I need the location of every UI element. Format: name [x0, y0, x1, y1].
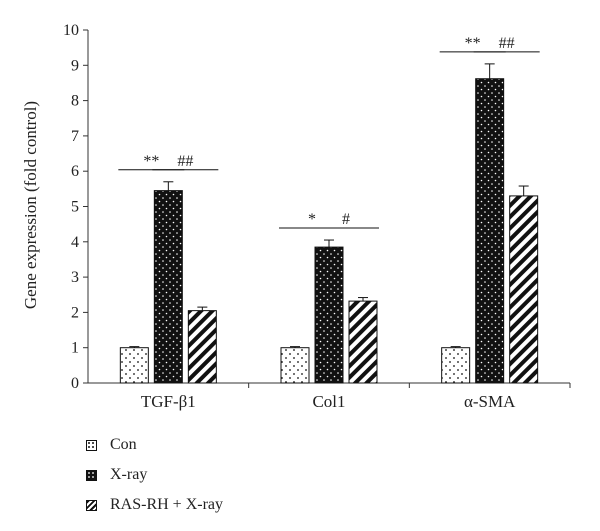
- legend-swatch-ras-rh-x-ray: [86, 499, 97, 511]
- bar-ras-rh-x-ray-col1: [348, 300, 378, 384]
- x-tick-label-sma: α-SMA: [464, 392, 516, 411]
- significance-marker: ##: [177, 153, 193, 170]
- y-tick-label: 0: [71, 375, 79, 392]
- legend-label-x-ray: X-ray: [110, 466, 148, 483]
- bar-con-col1: [280, 347, 310, 384]
- y-tick-label: 9: [71, 57, 79, 74]
- legend-item-x-ray: X-ray: [86, 460, 223, 490]
- legend-swatch-x-ray: [86, 469, 97, 481]
- x-tick-label-tgf-1: TGF-β1: [141, 392, 196, 411]
- y-tick-label: 6: [71, 163, 79, 180]
- y-tick-label: 1: [71, 340, 79, 357]
- bar-con-tgf-1: [119, 347, 149, 384]
- y-tick-label: 5: [71, 199, 79, 216]
- legend: Con X-ray RAS-RH + X-ray: [86, 430, 223, 520]
- bar-ras-rh-x-ray-tgf-1: [187, 310, 217, 384]
- significance-marker: **: [143, 153, 159, 170]
- legend-label-ras-rh-x-ray: RAS-RH + X-ray: [110, 496, 224, 513]
- bar-x-ray-sma: [475, 78, 505, 384]
- y-tick-label: 8: [71, 93, 79, 110]
- x-tick-label-col1: Col1: [312, 392, 345, 411]
- bar-x-ray-col1: [314, 246, 344, 384]
- significance-marker: ##: [499, 35, 515, 52]
- bar-con-sma: [441, 347, 471, 384]
- legend-item-con: Con: [86, 430, 223, 460]
- y-tick-label: 7: [71, 128, 79, 145]
- plot-area: 0 1 2 3 4 5 6 7 8 9 10 TGF-β1 Col1 α-SMA ** ## * # ** ##: [63, 22, 571, 411]
- y-axis-label: Gene expression (fold control): [21, 101, 40, 309]
- significance-marker: #: [342, 211, 350, 228]
- y-tick-label: 2: [71, 304, 79, 321]
- legend-swatch-con: [86, 439, 97, 451]
- y-tick-label: 4: [71, 234, 79, 251]
- significance-marker: *: [308, 211, 316, 228]
- legend-label-con: Con: [110, 436, 137, 453]
- y-tick-label: 10: [63, 22, 79, 39]
- bar-x-ray-tgf-1: [153, 190, 183, 384]
- legend-item-ras-rh-x-ray: RAS-RH + X-ray: [86, 490, 223, 520]
- y-tick-label: 3: [71, 269, 79, 286]
- bar-ras-rh-x-ray-sma: [509, 195, 539, 384]
- significance-marker: **: [465, 35, 481, 52]
